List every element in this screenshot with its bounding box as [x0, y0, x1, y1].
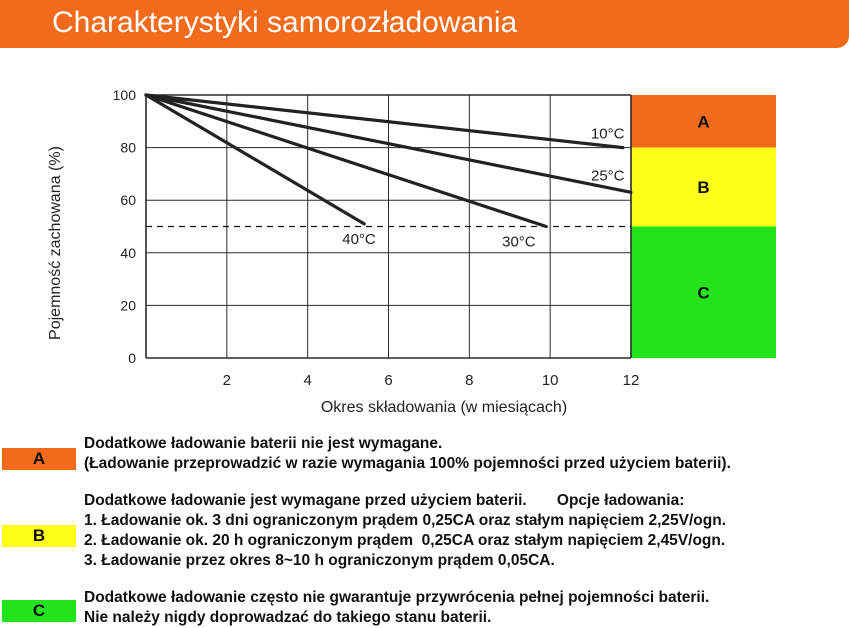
legend-c-line-1: Dodatkowe ładowanie często nie gwarantuj…	[84, 589, 710, 606]
tick-layer: 0 20 40 60 80 100 2 4 6 8 10 12	[113, 87, 640, 389]
x-tick-label: 2	[223, 372, 231, 389]
legend-b-line-1: Dodatkowe ładowanie jest wymagane przed …	[84, 492, 685, 509]
legend-a-line-1: Dodatkowe ładowanie baterii nie jest wym…	[84, 435, 443, 452]
zones-layer: A B C	[631, 95, 776, 358]
zone-b	[631, 147, 776, 227]
x-tick-label: 12	[623, 372, 640, 389]
y-tick-label: 40	[120, 245, 136, 261]
zone-c	[631, 226, 776, 358]
x-tick-label: 8	[465, 372, 473, 389]
y-tick-label: 20	[120, 297, 136, 313]
y-tick-label: 80	[120, 140, 136, 156]
y-tick-label: 0	[128, 350, 136, 366]
legend-swatch-b: B	[2, 525, 76, 547]
zone-a	[631, 95, 776, 148]
legend-a-line-2: (Ładowanie przeprowadzić w razie wymagan…	[84, 455, 731, 472]
legend-b-line-4: 3. Ładowanie przez okres 8~10 h ogranicz…	[84, 552, 555, 569]
title-bar: Charakterystyki samorozładowania	[0, 0, 849, 48]
legend-swatch-a: A	[2, 448, 76, 470]
series-line-3	[144, 93, 548, 229]
series-line-1	[144, 93, 625, 150]
zone-label-b: B	[697, 178, 709, 197]
legend-swatch-c: C	[2, 600, 76, 622]
x-axis-title: Okres składowania (w miesiącach)	[321, 399, 567, 416]
series-label-4: 40°C	[342, 231, 376, 248]
zone-label-c: C	[697, 283, 709, 302]
series-line-4	[144, 93, 366, 226]
legend-b-line-2: 1. Ładowanie ok. 3 dni ograniczonym prąd…	[84, 512, 727, 529]
y-tick-label: 100	[113, 87, 137, 103]
page-title: Charakterystyki samorozładowania	[52, 6, 518, 39]
legend-text-b: Dodatkowe ładowanie jest wymagane przed …	[84, 491, 726, 571]
series-label-1: 10°C	[591, 126, 625, 143]
legend-text-a: Dodatkowe ładowanie baterii nie jest wym…	[84, 434, 731, 474]
x-tick-label: 4	[303, 372, 311, 389]
legend-text-c: Dodatkowe ładowanie często nie gwarantuj…	[84, 588, 709, 628]
legend-c-line-2: Nie należy nigdy doprowadzać do takiego …	[84, 609, 492, 626]
y-axis-title: Pojemność zachowana (%)	[47, 146, 64, 340]
y-tick-label: 60	[120, 192, 136, 208]
legend-b-line-3: 2. Ładowanie ok. 20 h ograniczonym prąde…	[84, 532, 726, 549]
zone-label-a: A	[697, 112, 709, 131]
series-line-2	[144, 93, 633, 194]
series-label-3: 30°C	[502, 234, 536, 251]
series-layer: 10°C 25°C 30°C 40°C	[144, 93, 633, 251]
x-tick-label: 10	[542, 372, 559, 389]
x-tick-label: 6	[384, 372, 392, 389]
series-label-2: 25°C	[591, 167, 625, 184]
